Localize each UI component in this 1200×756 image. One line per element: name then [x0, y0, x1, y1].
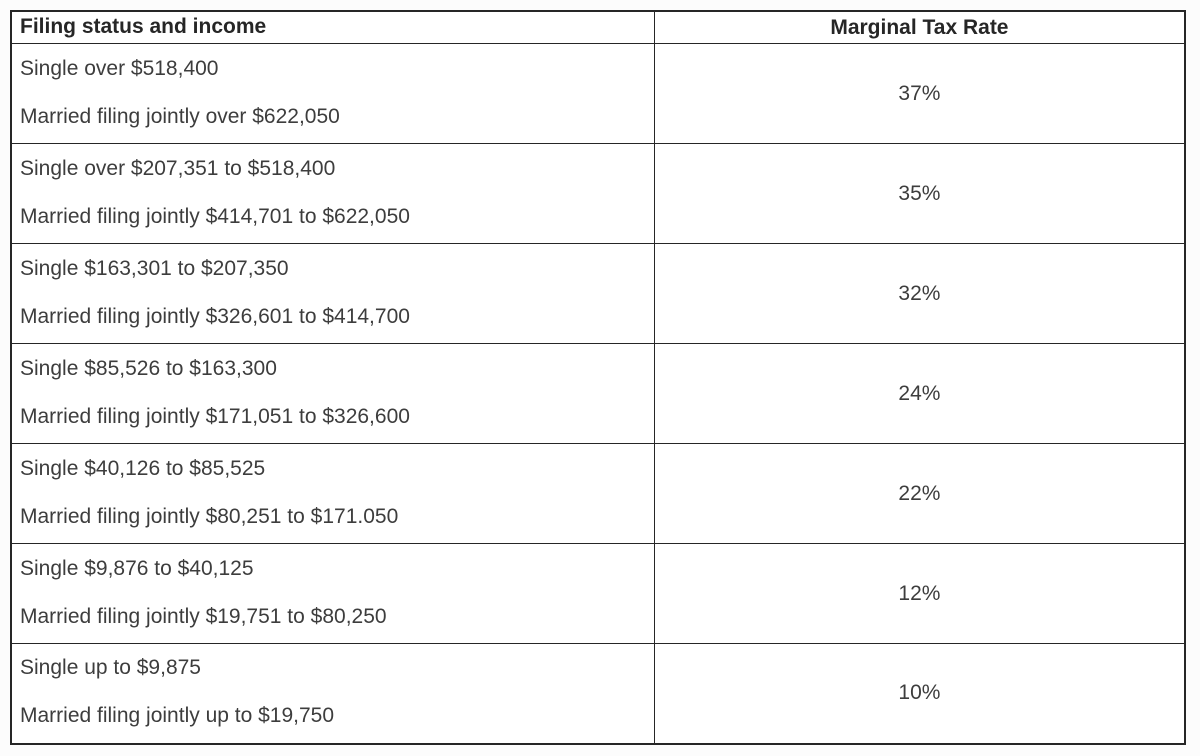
- table-row: Single $163,301 to $207,350 Married fili…: [10, 243, 1186, 344]
- income-cell: Single $85,526 to $163,300 Married filin…: [10, 343, 655, 444]
- rate-cell: 24%: [653, 343, 1186, 444]
- single-income-line: Single $9,876 to $40,125: [20, 556, 254, 580]
- single-income-line: Single over $207,351 to $518,400: [20, 156, 336, 180]
- rate-cell: 35%: [653, 143, 1186, 244]
- table-row: Single over $518,400 Married filing join…: [10, 43, 1186, 144]
- married-income-line: Married filing jointly $19,751 to $80,25…: [20, 604, 387, 628]
- income-cell: Single $40,126 to $85,525 Married filing…: [10, 443, 655, 544]
- table-row: Single over $207,351 to $518,400 Married…: [10, 143, 1186, 244]
- table-row: Single up to $9,875 Married filing joint…: [10, 643, 1186, 744]
- table-header-row: Filing status and income Marginal Tax Ra…: [10, 10, 1186, 44]
- income-cell: Single up to $9,875 Married filing joint…: [10, 643, 655, 744]
- single-income-line: Single up to $9,875: [20, 656, 201, 680]
- rate-cell: 32%: [653, 243, 1186, 344]
- married-income-line: Married filing jointly $414,701 to $622,…: [20, 204, 410, 228]
- header-marginal-tax-rate: Marginal Tax Rate: [653, 10, 1186, 44]
- single-income-line: Single $85,526 to $163,300: [20, 356, 277, 380]
- single-income-line: Single $163,301 to $207,350: [20, 256, 289, 280]
- married-income-line: Married filing jointly over $622,050: [20, 104, 340, 128]
- married-income-line: Married filing jointly $80,251 to $171.0…: [20, 504, 399, 528]
- married-income-line: Married filing jointly $171,051 to $326,…: [20, 404, 410, 428]
- table-row: Single $9,876 to $40,125 Married filing …: [10, 543, 1186, 644]
- income-cell: Single $163,301 to $207,350 Married fili…: [10, 243, 655, 344]
- rate-cell: 12%: [653, 543, 1186, 644]
- married-income-line: Married filing jointly $326,601 to $414,…: [20, 304, 410, 328]
- income-cell: Single $9,876 to $40,125 Married filing …: [10, 543, 655, 644]
- single-income-line: Single $40,126 to $85,525: [20, 456, 266, 480]
- table-row: Single $40,126 to $85,525 Married filing…: [10, 443, 1186, 544]
- header-filing-status: Filing status and income: [10, 10, 655, 44]
- income-cell: Single over $518,400 Married filing join…: [10, 43, 655, 144]
- tax-bracket-table: Filing status and income Marginal Tax Ra…: [10, 10, 1186, 745]
- married-income-line: Married filing jointly up to $19,750: [20, 704, 335, 728]
- rate-cell: 10%: [653, 643, 1186, 744]
- income-cell: Single over $207,351 to $518,400 Married…: [10, 143, 655, 244]
- single-income-line: Single over $518,400: [20, 56, 219, 80]
- rate-cell: 22%: [653, 443, 1186, 544]
- table-row: Single $85,526 to $163,300 Married filin…: [10, 343, 1186, 444]
- rate-cell: 37%: [653, 43, 1186, 144]
